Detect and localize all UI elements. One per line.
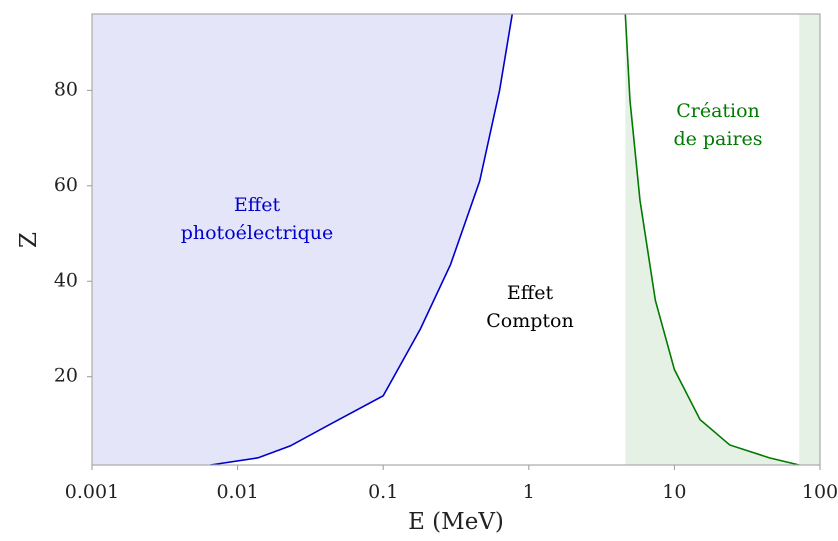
x-tick-label: 10	[662, 481, 686, 503]
x-tick-label: 1	[523, 481, 535, 503]
x-tick-label: 0.001	[65, 481, 119, 503]
y-tick-label: 60	[54, 174, 78, 196]
plot-frame	[91, 13, 821, 466]
annotation: Création de paires	[673, 100, 762, 150]
y-axis-label: Z	[16, 232, 42, 248]
annotation-line: Effet	[234, 194, 281, 216]
boundary-line	[210, 13, 514, 466]
x-tick-label: 0.1	[368, 481, 398, 503]
annotation: Effet photoélectrique	[181, 194, 334, 244]
annotation-line: Compton	[486, 310, 573, 332]
y-tick-label: 20	[54, 365, 78, 387]
x-tick-label: 0.01	[216, 481, 258, 503]
annotation-line: de paires	[673, 128, 762, 150]
annotation-line: Création	[676, 100, 760, 122]
y-tick-label: 80	[54, 78, 78, 100]
boundary-line	[624, 13, 800, 466]
annotation-line: photoélectrique	[181, 222, 334, 244]
x-tick-label: 100	[802, 481, 838, 503]
annotation-line: Effet	[507, 282, 554, 304]
region	[625, 14, 820, 465]
annotation: Effet Compton	[486, 282, 573, 332]
x-axis-label: E (MeV)	[408, 509, 504, 535]
y-tick-label: 40	[54, 269, 78, 291]
